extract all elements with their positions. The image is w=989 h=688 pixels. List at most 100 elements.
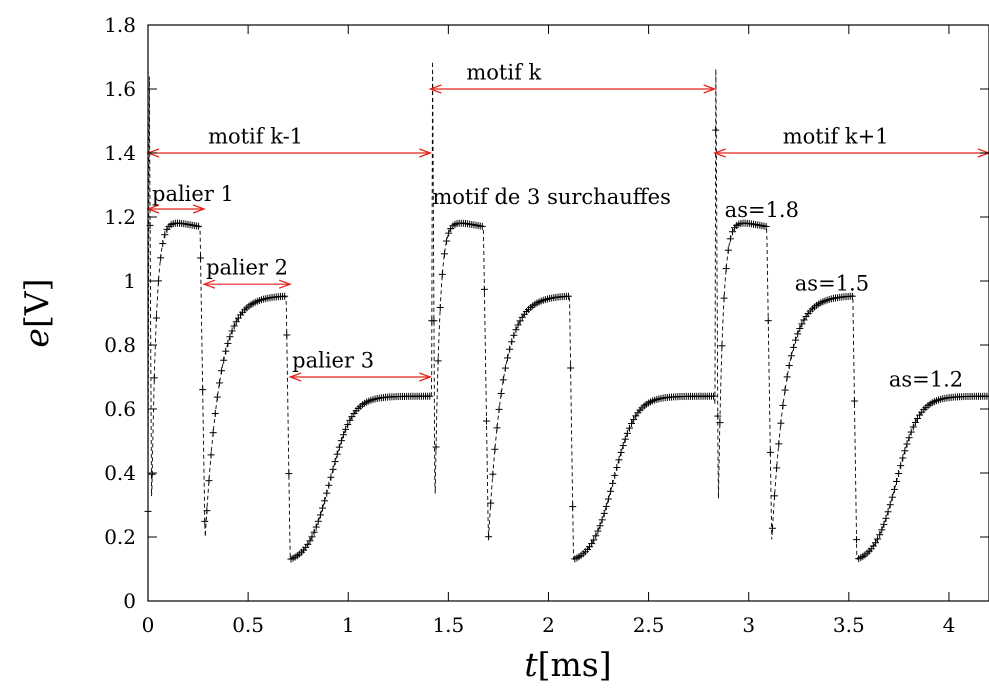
y-tick-label: 0.4 (104, 461, 136, 485)
y-tick-label: 0.2 (104, 525, 136, 549)
y-tick-label: 1.8 (104, 13, 136, 37)
data-point (514, 321, 522, 329)
data-point (232, 318, 240, 326)
x-tick-label: 0.5 (232, 613, 264, 637)
data-point (495, 405, 503, 413)
data-point (726, 235, 734, 243)
data-point (480, 285, 488, 293)
data-point (903, 440, 911, 448)
data-point (911, 418, 919, 426)
data-point (785, 362, 793, 370)
data-point (340, 431, 348, 439)
data-point (871, 539, 879, 547)
data-point (434, 357, 442, 365)
data-point (497, 390, 505, 398)
range-arrow-layer (146, 84, 989, 382)
data-point (720, 294, 728, 302)
data-point (335, 443, 343, 451)
data-point (333, 450, 341, 458)
data-point (308, 533, 316, 541)
data-point (312, 523, 320, 531)
data-point (792, 336, 800, 344)
data-point (899, 454, 907, 462)
data-point (436, 304, 444, 312)
data-point (907, 428, 915, 436)
data-point (892, 477, 900, 485)
data-point (621, 435, 629, 443)
data-point (895, 469, 903, 477)
data-point (783, 373, 791, 381)
data-point (607, 487, 615, 495)
data-point (771, 492, 779, 500)
data-point (194, 222, 202, 230)
x-tick-label: 4 (943, 613, 956, 637)
data-point (321, 497, 329, 505)
data-point (344, 421, 352, 429)
data-point (594, 527, 602, 535)
data-point (985, 392, 989, 400)
data-point (625, 424, 633, 432)
data-point (438, 270, 446, 278)
data-point (230, 322, 238, 330)
data-point (890, 485, 898, 493)
data-point (157, 254, 165, 262)
series-curve-layer (147, 61, 989, 561)
data-point (445, 229, 453, 237)
plot-frame (147, 24, 989, 602)
data-point (329, 465, 337, 473)
data-point (304, 540, 312, 548)
data-point (283, 331, 291, 339)
data-point (478, 222, 486, 230)
data-point (508, 338, 516, 346)
y-tick-label: 1.6 (104, 77, 136, 101)
data-point (211, 410, 219, 418)
data-point (794, 330, 802, 338)
x-tick-label: 3.5 (833, 613, 865, 637)
plot-area: motif k-1 motif k motif k+1 motif de 3 surc… (144, 24, 989, 602)
data-point (203, 507, 211, 515)
annotation-label: as=1.8 (725, 198, 799, 222)
annotation-label: palier 2 (206, 256, 288, 280)
y-axis-title-unit: [V] (17, 278, 56, 328)
data-point (848, 292, 856, 300)
data-point (499, 376, 507, 384)
data-point (516, 317, 524, 325)
data-point (724, 246, 732, 254)
data-point (506, 345, 514, 353)
range-arrow (712, 148, 989, 158)
data-point (617, 448, 625, 456)
data-point (901, 447, 909, 455)
data-point (306, 537, 314, 545)
data-point (590, 536, 598, 544)
x-tick-label: 3 (742, 613, 755, 637)
annotation-layer: motif k-1 motif k motif k+1 motif de 3 surc… (152, 60, 963, 391)
data-point (598, 516, 606, 524)
data-point (512, 326, 520, 334)
data-point (777, 419, 785, 427)
data-point (764, 317, 772, 325)
data-point (878, 526, 886, 534)
data-point (440, 250, 448, 258)
y-tick-label: 1.2 (104, 205, 136, 229)
data-point (213, 393, 221, 401)
series-marker-layer (144, 126, 989, 563)
annotation-label: palier 1 (152, 182, 234, 206)
data-point (798, 320, 806, 328)
annotation-label: motif k-1 (208, 124, 303, 148)
data-point (226, 333, 234, 341)
range-arrow (146, 148, 433, 158)
annotation-label: motif de 3 surchauffes (432, 185, 671, 209)
data-point (215, 379, 223, 387)
data-point (596, 522, 604, 530)
data-point (342, 425, 350, 433)
data-point (762, 222, 770, 230)
data-point (886, 501, 894, 509)
data-point (150, 374, 158, 382)
data-point (623, 429, 631, 437)
annotation-label: motif k+1 (783, 124, 889, 148)
data-point (884, 508, 892, 516)
data-point (346, 416, 354, 424)
data-point (716, 419, 724, 427)
data-point (909, 423, 917, 431)
data-point (485, 533, 493, 541)
